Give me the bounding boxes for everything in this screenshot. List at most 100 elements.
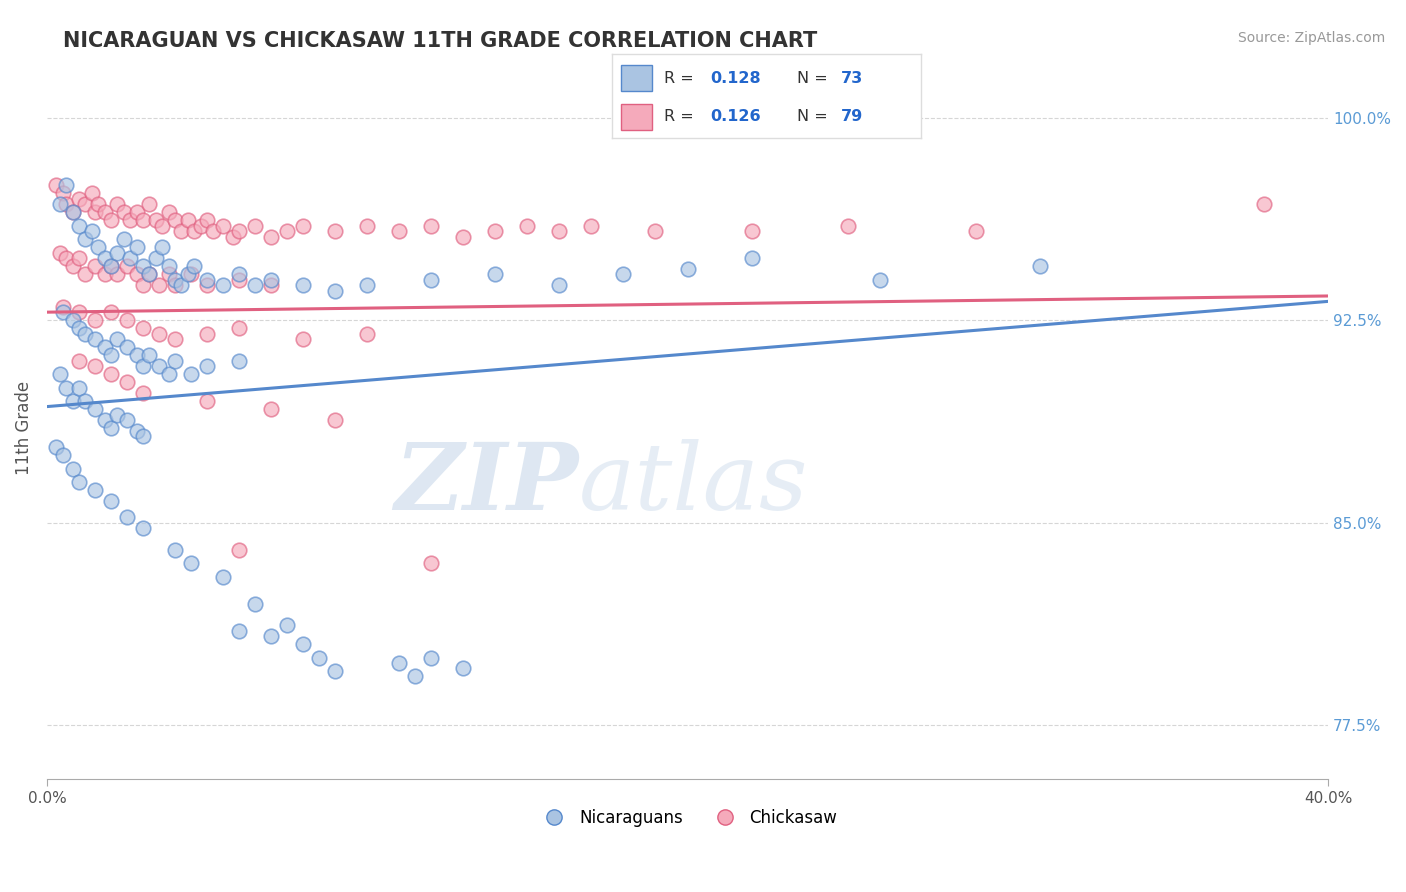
Point bbox=[125, 348, 148, 362]
Point bbox=[453, 661, 475, 675]
Point bbox=[148, 326, 170, 341]
Point bbox=[323, 413, 346, 427]
Point bbox=[105, 245, 128, 260]
Point bbox=[67, 192, 90, 206]
Text: 0.126: 0.126 bbox=[710, 109, 761, 124]
Point bbox=[100, 260, 122, 274]
Point bbox=[67, 353, 90, 368]
Point bbox=[132, 260, 155, 274]
Point bbox=[260, 278, 283, 293]
Point bbox=[105, 197, 128, 211]
Point bbox=[84, 332, 107, 346]
Point bbox=[132, 359, 155, 373]
Point bbox=[163, 273, 186, 287]
Point bbox=[52, 300, 75, 314]
Point bbox=[48, 368, 70, 382]
Point bbox=[404, 669, 426, 683]
Point bbox=[105, 268, 128, 282]
Point bbox=[100, 368, 122, 382]
Point bbox=[112, 205, 135, 219]
Point bbox=[195, 273, 218, 287]
Point bbox=[67, 305, 90, 319]
Point bbox=[115, 260, 138, 274]
Point bbox=[132, 521, 155, 535]
Point bbox=[132, 278, 155, 293]
Point bbox=[183, 260, 205, 274]
Point bbox=[644, 224, 666, 238]
Point bbox=[93, 340, 115, 354]
Point bbox=[115, 340, 138, 354]
Point bbox=[48, 245, 70, 260]
Point bbox=[148, 359, 170, 373]
Point bbox=[80, 186, 103, 201]
Point bbox=[323, 224, 346, 238]
Point bbox=[87, 197, 110, 211]
Point bbox=[260, 273, 283, 287]
Point bbox=[132, 321, 155, 335]
Point bbox=[195, 359, 218, 373]
Text: Source: ZipAtlas.com: Source: ZipAtlas.com bbox=[1237, 31, 1385, 45]
Point bbox=[228, 268, 250, 282]
Point bbox=[55, 197, 77, 211]
Point bbox=[484, 268, 506, 282]
Point bbox=[125, 205, 148, 219]
Y-axis label: 11th Grade: 11th Grade bbox=[15, 381, 32, 475]
Point bbox=[228, 224, 250, 238]
Point bbox=[75, 268, 97, 282]
Point bbox=[741, 224, 763, 238]
Point bbox=[100, 305, 122, 319]
Point bbox=[292, 637, 315, 651]
Point bbox=[163, 278, 186, 293]
Point bbox=[48, 197, 70, 211]
Point bbox=[163, 542, 186, 557]
Point bbox=[138, 197, 160, 211]
Point bbox=[356, 219, 378, 233]
Point bbox=[388, 656, 411, 670]
Point bbox=[80, 224, 103, 238]
Point bbox=[120, 213, 142, 227]
Text: 79: 79 bbox=[841, 109, 863, 124]
Point bbox=[190, 219, 212, 233]
Point bbox=[581, 219, 603, 233]
Point bbox=[548, 278, 571, 293]
Point bbox=[157, 260, 180, 274]
Point bbox=[183, 224, 205, 238]
Point bbox=[67, 381, 90, 395]
Point bbox=[228, 273, 250, 287]
Point bbox=[132, 429, 155, 443]
Point bbox=[75, 197, 97, 211]
Point bbox=[84, 402, 107, 417]
Point bbox=[145, 251, 167, 265]
Point bbox=[260, 229, 283, 244]
Point bbox=[84, 313, 107, 327]
Text: atlas: atlas bbox=[579, 439, 808, 529]
FancyBboxPatch shape bbox=[621, 65, 652, 91]
Point bbox=[837, 219, 859, 233]
Text: N =: N = bbox=[797, 109, 834, 124]
Point bbox=[84, 483, 107, 498]
Point bbox=[115, 313, 138, 327]
Text: N =: N = bbox=[797, 70, 834, 86]
Point bbox=[150, 219, 173, 233]
Text: R =: R = bbox=[664, 70, 699, 86]
Point bbox=[93, 251, 115, 265]
Point bbox=[243, 597, 266, 611]
Point bbox=[308, 650, 330, 665]
Point bbox=[292, 332, 315, 346]
Point bbox=[420, 219, 443, 233]
Point bbox=[516, 219, 538, 233]
Point bbox=[84, 359, 107, 373]
Point bbox=[52, 186, 75, 201]
Point bbox=[323, 664, 346, 678]
Point bbox=[741, 251, 763, 265]
Point bbox=[67, 219, 90, 233]
Point bbox=[62, 394, 84, 409]
Point bbox=[45, 440, 67, 454]
Text: NICARAGUAN VS CHICKASAW 11TH GRADE CORRELATION CHART: NICARAGUAN VS CHICKASAW 11TH GRADE CORRE… bbox=[63, 31, 817, 51]
Point bbox=[105, 332, 128, 346]
Point bbox=[180, 268, 202, 282]
Point bbox=[132, 386, 155, 401]
Point bbox=[221, 229, 243, 244]
Point bbox=[180, 368, 202, 382]
Point bbox=[420, 650, 443, 665]
